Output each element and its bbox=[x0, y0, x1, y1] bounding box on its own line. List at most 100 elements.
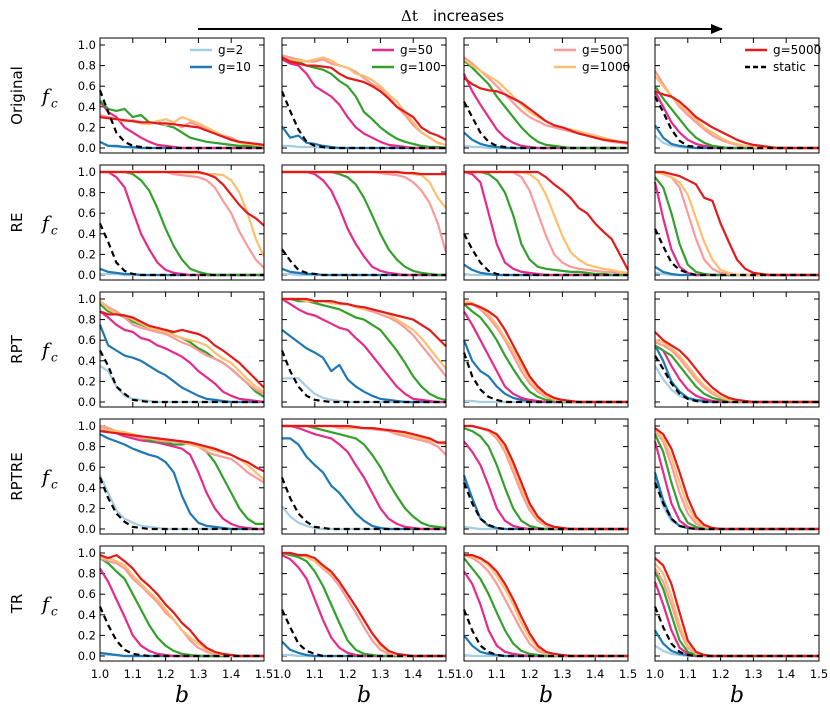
series-line-g500 bbox=[463, 300, 628, 404]
panel-r2-c1 bbox=[280, 291, 447, 408]
y-tick-label: 1.0 bbox=[78, 292, 96, 306]
x-tick-label: 1.4 bbox=[222, 667, 240, 681]
series-line-static bbox=[280, 477, 446, 531]
series-line-g50 bbox=[99, 310, 265, 404]
series-line-g50 bbox=[281, 554, 446, 658]
series-line-g100 bbox=[281, 551, 446, 658]
y-tick-label: 1.0 bbox=[78, 38, 96, 52]
y-tick-label: 0.6 bbox=[78, 587, 96, 601]
y-tick-label: 0.4 bbox=[78, 354, 96, 368]
series-line-static bbox=[463, 233, 628, 277]
legend-label-g5000: g=5000 bbox=[773, 43, 821, 57]
series-line-g50 bbox=[99, 427, 264, 531]
panel-r1-c1 bbox=[281, 164, 448, 281]
panel-frame bbox=[463, 164, 629, 281]
x-tick-label: 1.2 bbox=[711, 667, 729, 681]
x-axis-label: b bbox=[539, 683, 553, 708]
series-line-static bbox=[98, 477, 264, 531]
panel-frame bbox=[99, 291, 265, 408]
x-tick-label: 1.1 bbox=[124, 667, 142, 681]
series-line-g500 bbox=[99, 557, 264, 658]
panel-frame bbox=[654, 291, 820, 408]
panel-r0-c0: 0.0 0.2 0.4 0.6 0.8 1.0 bbox=[78, 37, 265, 155]
series-line-static bbox=[280, 90, 446, 150]
y-tick-label: 0.8 bbox=[78, 567, 96, 581]
series-line-g1000 bbox=[281, 56, 447, 146]
x-tick-label: 1.1 bbox=[488, 667, 506, 681]
y-axis-symbol-sub: c bbox=[51, 605, 58, 619]
x-tick-label: 1.5 bbox=[255, 667, 273, 681]
x-tick-label: 1.3 bbox=[371, 667, 389, 681]
y-tick-label: 0.6 bbox=[78, 333, 96, 347]
series-line-g5000 bbox=[99, 310, 265, 389]
y-axis-symbol-sub: c bbox=[51, 351, 58, 365]
legend-label-g100: g=100 bbox=[400, 60, 441, 74]
series-line-static bbox=[654, 228, 819, 277]
x-tick-label: 1.5 bbox=[810, 667, 828, 681]
panel-r2-c3 bbox=[654, 291, 820, 408]
series-line-g2 bbox=[282, 377, 446, 404]
series-line-static bbox=[280, 350, 446, 404]
panel-frame bbox=[99, 164, 265, 281]
series-line-static bbox=[462, 482, 628, 531]
x-tick-label: 1.3 bbox=[189, 667, 207, 681]
panel-frame bbox=[99, 37, 265, 154]
series-line-g500 bbox=[282, 551, 446, 658]
row-label: RPT bbox=[8, 334, 26, 363]
series-line-g50 bbox=[282, 170, 446, 277]
panel-r0-c3 bbox=[654, 37, 820, 154]
x-tick-label: 1.5 bbox=[619, 667, 637, 681]
y-tick-label: 0.0 bbox=[78, 141, 96, 155]
panel-frame bbox=[463, 545, 629, 662]
y-tick-label: 0.0 bbox=[78, 522, 96, 536]
title-symbol: Δt bbox=[401, 7, 418, 25]
series-line-g10 bbox=[281, 125, 446, 150]
panel-r4-c1 bbox=[281, 545, 447, 662]
series-line-g50 bbox=[653, 581, 819, 658]
x-tick-label: 1.2 bbox=[156, 667, 174, 681]
x-tick-label: 1.5 bbox=[437, 667, 455, 681]
series-line-g100 bbox=[463, 427, 628, 531]
panel-frame bbox=[281, 418, 447, 535]
series-line-g50 bbox=[463, 170, 628, 277]
series-line-g1000 bbox=[464, 170, 629, 274]
y-tick-label: 0.8 bbox=[78, 440, 96, 454]
legend-label-g500: g=500 bbox=[582, 43, 623, 57]
y-tick-label: 1.0 bbox=[78, 419, 96, 433]
x-tick-label: 1.1 bbox=[679, 667, 697, 681]
y-tick-label: 0.2 bbox=[78, 628, 96, 642]
x-tick-label: 1.3 bbox=[553, 667, 571, 681]
y-tick-label: 0.4 bbox=[78, 227, 96, 241]
series-line-g5000 bbox=[100, 170, 265, 227]
legend-label-g2: g=2 bbox=[218, 43, 243, 57]
panel-r3-c2 bbox=[462, 418, 629, 535]
series-line-g5000 bbox=[281, 56, 447, 141]
y-tick-label: 1.0 bbox=[78, 165, 96, 179]
y-axis-symbol-sub: c bbox=[51, 97, 58, 111]
series-line-g5000 bbox=[282, 170, 446, 176]
panel-frame bbox=[654, 418, 820, 535]
series-line-static bbox=[653, 482, 819, 531]
panel-frame bbox=[654, 37, 820, 154]
series-line-static bbox=[281, 248, 446, 277]
title-text: increases bbox=[433, 7, 504, 25]
y-tick-label: 0.2 bbox=[78, 374, 96, 388]
series-line-g500 bbox=[99, 300, 265, 395]
series-line-g500 bbox=[282, 170, 448, 253]
legend-label-g10: g=10 bbox=[218, 60, 251, 74]
panel-frame bbox=[463, 37, 629, 154]
series-line-g500 bbox=[463, 554, 628, 658]
x-axis-label: b bbox=[175, 683, 189, 708]
x-tick-label: 1.2 bbox=[520, 667, 538, 681]
x-tick-label: 1.1 bbox=[306, 667, 324, 681]
series-line-g100 bbox=[464, 170, 628, 277]
series-line-g50 bbox=[463, 440, 628, 531]
panel-r3-c0: 0.0 0.2 0.4 0.6 0.8 1.0 bbox=[78, 418, 265, 536]
panel-frame bbox=[463, 418, 629, 535]
y-axis-symbol: f bbox=[40, 213, 52, 235]
x-axis-label: b bbox=[730, 683, 744, 708]
series-line-g2 bbox=[281, 505, 446, 531]
panel-frame bbox=[281, 164, 447, 281]
series-line-static bbox=[281, 609, 446, 658]
